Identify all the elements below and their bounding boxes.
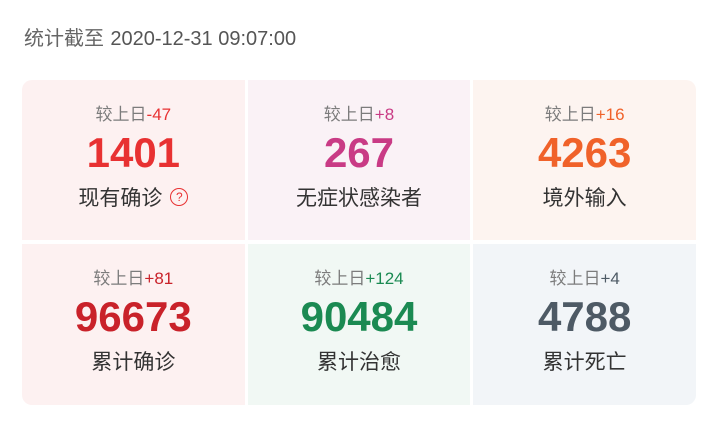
stat-value: 267: [323, 129, 395, 176]
delta-prefix: 较上日: [323, 105, 375, 125]
timestamp-prefix: 统计截至: [24, 26, 104, 50]
delta-prefix: 较上日: [549, 269, 601, 289]
stat-label: 累计确诊: [91, 350, 176, 374]
card-total-deaths: 较上日+4 4788 累计死亡: [473, 244, 696, 405]
delta-prefix: 较上日: [314, 269, 366, 289]
delta-value: +124: [365, 269, 404, 288]
delta: 较上日+16: [544, 100, 625, 125]
delta-prefix: 较上日: [95, 105, 147, 125]
delta-value: +8: [374, 105, 395, 124]
stat-value: 96673: [74, 293, 192, 340]
delta-prefix: 较上日: [93, 269, 145, 289]
delta: 较上日+81: [93, 264, 174, 289]
stat-value: 4263: [537, 129, 632, 176]
stat-value: 90484: [300, 293, 418, 340]
stat-value: 4788: [537, 293, 632, 340]
question-circle-icon[interactable]: ?: [170, 188, 189, 206]
delta: 较上日+4: [549, 264, 620, 289]
card-asymptomatic: 较上日+8 267 无症状感染者: [247, 80, 471, 240]
delta: 较上日+8: [323, 100, 395, 125]
stat-label: 无症状感染者: [295, 186, 422, 210]
stats-timestamp: 统计截至 2020-12-31 09:07:00: [24, 22, 296, 51]
delta-prefix: 较上日: [544, 105, 596, 125]
delta-value: +16: [595, 105, 625, 124]
stat-label: 境外输入: [542, 186, 627, 210]
delta-value: +4: [600, 269, 620, 288]
card-current-confirmed: 较上日-47 1401 现有确诊?: [22, 80, 245, 240]
card-total-cured: 较上日+124 90484 累计治愈: [247, 244, 471, 405]
delta: 较上日-47: [95, 100, 172, 125]
stats-grid: 较上日-47 1401 现有确诊? 较上日+8 267 无症状感染者 较上日+1…: [22, 80, 696, 405]
stat-label: 现有确诊: [78, 186, 163, 210]
delta: 较上日+124: [314, 264, 404, 289]
stat-label: 累计死亡: [542, 350, 627, 374]
delta-value: -47: [146, 105, 172, 124]
card-imported: 较上日+16 4263 境外输入: [473, 80, 696, 240]
stat-label: 累计治愈: [316, 350, 401, 374]
stat-value: 1401: [86, 129, 181, 176]
card-total-confirmed: 较上日+81 96673 累计确诊: [22, 244, 245, 405]
delta-value: +81: [144, 269, 174, 288]
timestamp-value: 2020-12-31 09:07:00: [110, 28, 297, 50]
